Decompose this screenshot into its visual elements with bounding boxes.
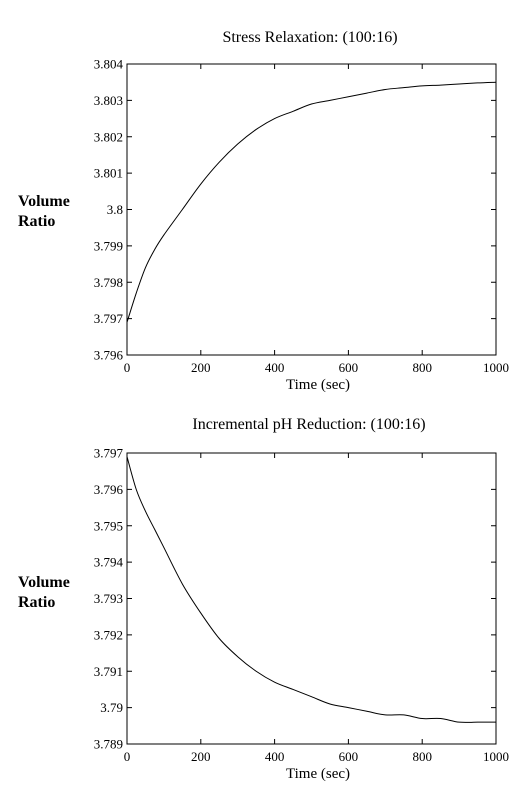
x-tick-label: 200 [191, 360, 211, 375]
series-line [126, 81, 497, 323]
chart-title: Incremental pH Reduction: (100:16) [192, 416, 425, 433]
x-tick-label: 600 [339, 360, 359, 375]
y-tick-label: 3.795 [94, 518, 123, 533]
y-axis-label-line-1: Volume [18, 574, 70, 591]
y-tick-label: 3.792 [94, 627, 123, 642]
x-tick-label: 0 [124, 360, 131, 375]
x-tick-label: 400 [265, 749, 285, 764]
y-tick-label: 3.798 [94, 275, 123, 290]
y-tick-label: 3.794 [94, 555, 124, 570]
y-tick-label: 3.8 [107, 202, 123, 217]
y-tick-label: 3.803 [94, 93, 123, 108]
y-tick-label: 3.797 [94, 311, 124, 326]
x-axis-label: Time (sec) [286, 377, 350, 393]
y-tick-label: 3.79 [100, 700, 123, 715]
x-tick-label: 1000 [483, 749, 509, 764]
x-tick-label: 200 [191, 749, 211, 764]
y-tick-label: 3.799 [94, 238, 123, 253]
plot-area-frame [126, 452, 497, 745]
axis-ticks: 0 200 400 600 800 1000 3.789 3.79 3.791 3.792 3.79… [94, 446, 509, 765]
x-axis-label: Time (sec) [286, 766, 350, 782]
axis-ticks: 0 200 400 600 800 1000 3.796 3.797 3.798 3.799 3.8… [94, 57, 509, 376]
chart-title: Stress Relaxation: (100:16) [222, 29, 397, 46]
y-tick-label: 3.789 [94, 737, 123, 752]
y-tick-label: 3.801 [94, 166, 123, 181]
incremental-ph-reduction-chart: Incremental pH Reduction: (100:16) Volum… [18, 416, 509, 782]
y-tick-label: 3.791 [94, 664, 123, 679]
stress-relaxation-chart: Stress Relaxation: (100:16) Volume Ratio… [18, 29, 509, 393]
y-tick-label: 3.802 [94, 129, 123, 144]
y-tick-label: 3.804 [94, 57, 124, 72]
y-axis-label-line-2: Ratio [18, 213, 55, 230]
x-tick-label: 1000 [483, 360, 509, 375]
x-tick-label: 600 [339, 749, 359, 764]
x-tick-label: 0 [124, 749, 131, 764]
y-tick-label: 3.793 [94, 591, 123, 606]
x-tick-label: 800 [412, 360, 432, 375]
x-tick-label: 400 [265, 360, 285, 375]
y-axis-label-line-1: Volume [18, 193, 70, 210]
y-tick-label: 3.796 [94, 482, 124, 497]
x-tick-label: 800 [412, 749, 432, 764]
y-axis-label-line-2: Ratio [18, 594, 55, 611]
y-tick-label: 3.796 [94, 348, 124, 363]
series-line [126, 456, 496, 723]
y-tick-label: 3.797 [94, 446, 124, 461]
